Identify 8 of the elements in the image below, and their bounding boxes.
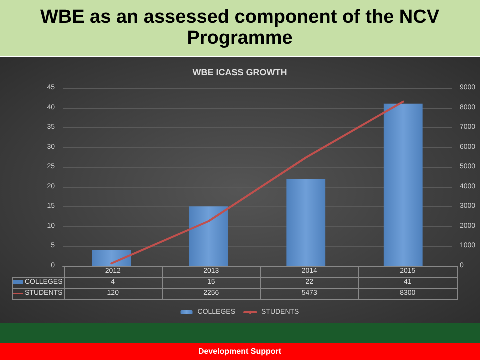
- text: Development Support: [0, 343, 480, 360]
- bar: [384, 104, 423, 266]
- chart-title: WBE as an assessed component of the NCV Programme: [0, 0, 480, 56]
- line-series: [110, 100, 404, 265]
- bar: [286, 178, 326, 266]
- chart-subtitle: WBE ICASS GROWTH: [192, 68, 288, 78]
- bar: [92, 250, 132, 266]
- bar: [189, 206, 228, 266]
